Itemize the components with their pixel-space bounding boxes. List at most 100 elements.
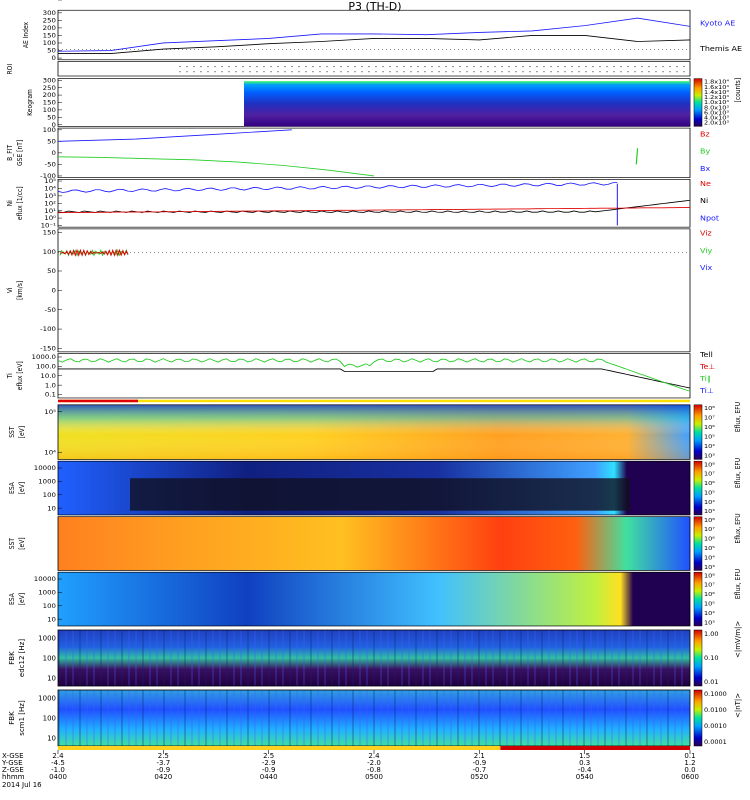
fbk-edc12-stripe [401, 630, 403, 686]
fbk-edc12-stripe [457, 630, 459, 686]
roi-dot [550, 66, 552, 68]
fbk-scm1-stripe [408, 690, 410, 746]
fbk-edc12-stripe [58, 630, 60, 686]
fbk-scm1-stripe [156, 690, 158, 746]
fbk-edc12-stripe [345, 630, 347, 686]
roi-dot [669, 71, 671, 73]
fbk-edc12-stripe [513, 630, 515, 686]
sst-ion-colorbar-tick: 10⁶ [704, 424, 715, 430]
fbk-bottom-band [58, 746, 690, 750]
footer-col-1-t: 0420 [154, 773, 172, 781]
roi-dot [382, 71, 384, 73]
footer-col-2-z: -0.9 [262, 766, 276, 774]
fbk-edc12-colorbar-label: <|mV/m|> [734, 621, 742, 658]
fbk-edc12-panel-frame [57, 629, 691, 687]
esa-electron-tick-label: 10000 [34, 576, 56, 583]
ti-legend-1: Te⊥ [699, 362, 715, 370]
sst-ion-unit-label: [eV] [18, 426, 27, 438]
esa-ion-tick-label: 100 [43, 491, 56, 498]
roi-dot [207, 71, 209, 73]
roi-dot [375, 66, 377, 68]
by-line [57, 156, 375, 177]
roi-dot [683, 71, 685, 73]
esa-electron-unit-label: [eV] [18, 593, 27, 605]
roi-dot [403, 66, 405, 68]
fbk-edc12-stripe [86, 630, 88, 686]
fbk-scm1-stripe [338, 690, 340, 746]
ni-tick-label: 10⁰ [44, 215, 56, 222]
keogram-tick-label: 300 [43, 77, 56, 84]
roi-dot [557, 66, 559, 68]
ae-tick-label: 250 [43, 17, 56, 24]
mode-bar-red [58, 399, 138, 403]
roi-dot [459, 71, 461, 73]
sst-electron-tick-label: 10⁵ [44, 0, 56, 2]
fbk-edc12-stripe [114, 630, 116, 686]
bfit-tick-label: 0 [52, 149, 56, 156]
keogram-colorbar-tick: 2.0x10³ [704, 120, 730, 126]
vi-tick-label: 0 [52, 287, 56, 294]
fbk-scm1-stripe [513, 690, 515, 746]
roi-dot [305, 66, 307, 68]
sst-ion-panel-frame [57, 404, 691, 460]
roi-dot [256, 71, 258, 73]
footer-col-5-z: -0.4 [578, 766, 592, 774]
bfit-legend-bx: Bx [700, 164, 711, 172]
keogram-image [244, 81, 690, 127]
footer-col-1-z: -0.9 [156, 766, 170, 774]
esa-electron-tick-label: 100 [43, 602, 56, 609]
roi-dot [487, 71, 489, 73]
fbk-scm1-stripe [93, 690, 95, 746]
fbk-scm1-stripe [128, 690, 130, 746]
roi-dot [284, 66, 286, 68]
roi-dot [354, 71, 356, 73]
ti-legend-0: Tell [699, 351, 713, 359]
esa-ion-colorbar-tick: 10³ [704, 509, 715, 515]
roi-dot [550, 71, 552, 73]
fbk-scm1-stripe [296, 690, 298, 746]
roi-dot [459, 66, 461, 68]
fbk-bottom-band-red [500, 746, 690, 750]
keogram-colorbar-tick: 1.8x10⁴ [704, 79, 730, 85]
esa-ion-colorbar-tick: 10⁷ [704, 471, 715, 477]
fbk-edc12-stripe [366, 630, 368, 686]
roi-dot [347, 71, 349, 73]
roi-dot [592, 71, 594, 73]
fbk-scm1-stripe [212, 690, 214, 746]
fbk-scm1-stripe [205, 690, 207, 746]
roi-dot [235, 66, 237, 68]
ae-tick-label: 0 [52, 55, 56, 62]
fbk-scm1-stripe [107, 690, 109, 746]
esa-electron-colorbar-tick: 10⁵ [704, 601, 715, 607]
footer-col-3-y: -2.0 [367, 759, 381, 767]
roi-dot [445, 71, 447, 73]
fbk-edc12-stripe [233, 630, 235, 686]
fbk-scm1-stripe [226, 690, 228, 746]
esa-ion-unit-label: [eV] [18, 482, 27, 494]
ti-unit-label: eflux [eV] [16, 361, 25, 390]
esa-ion-colorbar-tick: 10⁸ [704, 462, 715, 468]
esa-ion-low-energy-region [130, 478, 630, 511]
roi-dot [606, 66, 608, 68]
fbk-scm1-stripe [198, 690, 200, 746]
keogram-colorbar-tick: 1.4x10⁴ [704, 89, 730, 95]
fbk-scm1-stripe [254, 690, 256, 746]
fbk-scm1-stripe [135, 690, 137, 746]
fbk-edc12-ylabel: FBK [8, 651, 16, 665]
fbk-scm1-stripe [478, 690, 480, 746]
roi-dot [242, 71, 244, 73]
footer-col-5-x: 1.5 [579, 752, 590, 760]
fbk-edc12-stripe [310, 630, 312, 686]
roi-dot [354, 66, 356, 68]
fbk-scm1-stripe [520, 690, 522, 746]
fbk-edc12-stripe [198, 630, 200, 686]
ae-tick-label: 150 [43, 32, 56, 39]
fbk-edc12-stripe [646, 630, 648, 686]
roi-dot [382, 66, 384, 68]
fbk-edc12-stripe [429, 630, 431, 686]
tell-line [58, 368, 691, 389]
roi-dot [564, 71, 566, 73]
fbk-edc12-stripe [415, 630, 417, 686]
esa-electron-colorbar-tick: 10⁷ [704, 582, 715, 588]
fbk-edc12-stripe [135, 630, 137, 686]
